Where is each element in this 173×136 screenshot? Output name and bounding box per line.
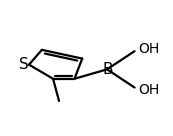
Text: OH: OH: [138, 42, 159, 56]
Text: S: S: [19, 57, 29, 72]
Text: OH: OH: [138, 83, 159, 97]
Text: B: B: [103, 62, 113, 77]
